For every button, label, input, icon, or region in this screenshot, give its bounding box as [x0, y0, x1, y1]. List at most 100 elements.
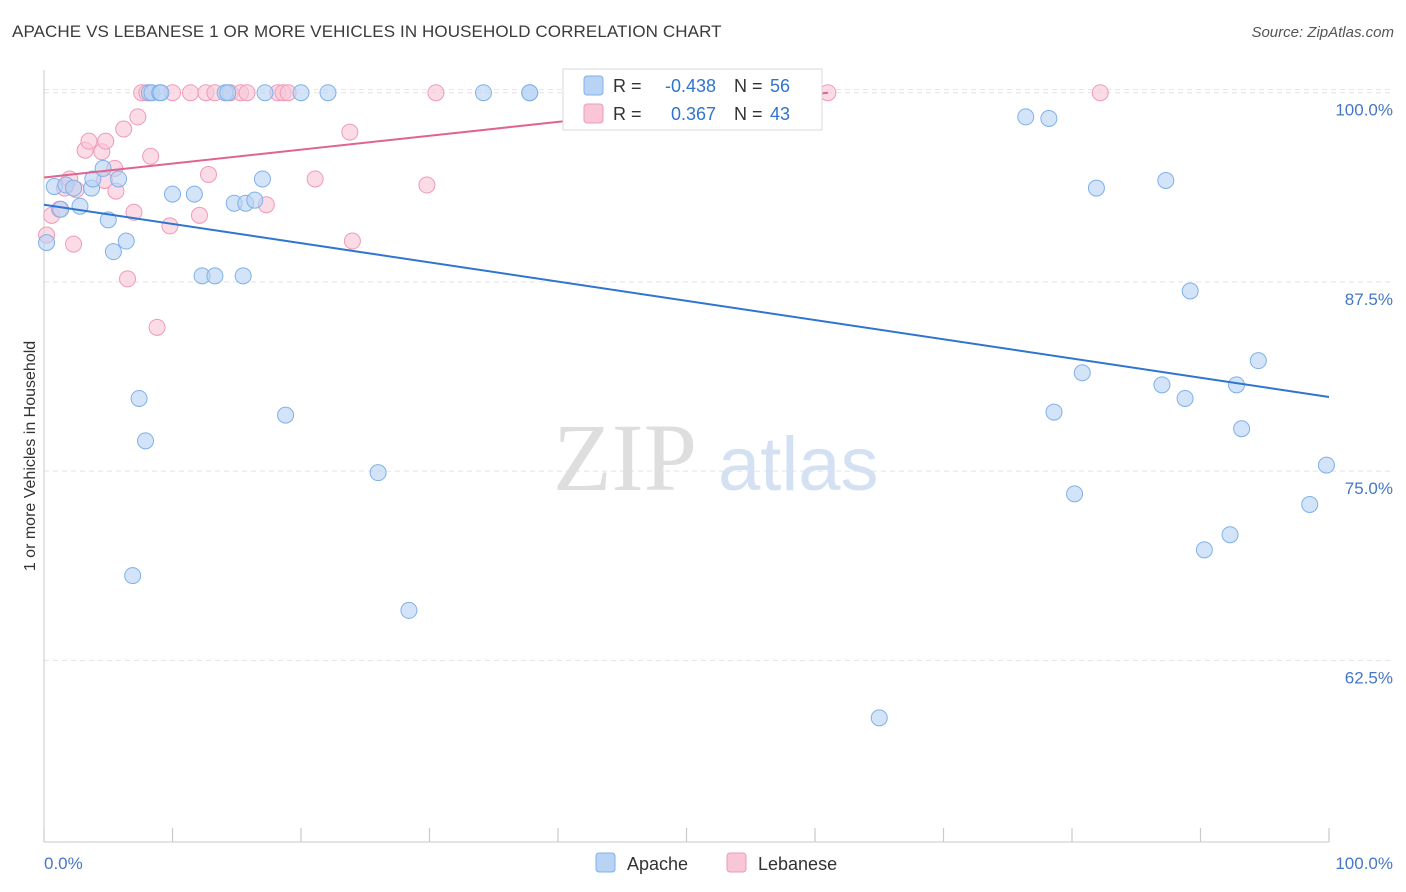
- lebanese-point: [427, 84, 445, 102]
- apache-point: [1301, 495, 1319, 513]
- apache-point: [164, 185, 181, 203]
- lebanese-point: [418, 176, 436, 194]
- legend-apache-label: Apache: [627, 854, 688, 874]
- apache-point: [1233, 420, 1251, 438]
- apache-point: [234, 267, 252, 285]
- apache-point: [1195, 541, 1213, 559]
- source-credit: Source: ZipAtlas.com: [1251, 24, 1394, 41]
- apache-point: [369, 464, 387, 482]
- lebanese-point: [129, 108, 147, 126]
- y-tick-label: 75.0%: [1345, 479, 1393, 498]
- apache-point: [1073, 364, 1091, 382]
- apache-point: [1181, 282, 1199, 300]
- lebanese-point: [238, 84, 256, 102]
- legend-lebanese-swatch: [726, 852, 747, 873]
- legend-apache-swatch: [595, 852, 616, 873]
- apache-point: [130, 389, 148, 407]
- y-axis-tick-labels: 100.0% 87.5% 75.0% 62.5%: [1335, 101, 1393, 688]
- trendlines: [43, 91, 1330, 398]
- lebanese-point: [97, 132, 115, 150]
- gridlines: [44, 89, 1394, 661]
- apache-point: [1066, 485, 1084, 503]
- apache-point: [65, 179, 83, 197]
- apache-point: [870, 709, 888, 727]
- apache-swatch: [583, 75, 604, 96]
- apache-points: [38, 84, 1335, 727]
- legend-lebanese-label: Lebanese: [758, 854, 837, 874]
- lebanese-point: [341, 123, 359, 141]
- watermark-zip: ZIP: [553, 404, 697, 511]
- apache-point: [1317, 456, 1335, 474]
- lebanese-point: [306, 170, 324, 188]
- apache-n-label: N =: [734, 76, 763, 96]
- lebanese-point: [125, 203, 143, 221]
- apache-point: [277, 406, 295, 424]
- series-legend: Apache Lebanese: [595, 852, 837, 874]
- apache-point: [1040, 109, 1058, 127]
- lebanese-point: [181, 84, 199, 102]
- x-tick-label-min: 0.0%: [44, 854, 83, 873]
- apache-point: [521, 84, 539, 102]
- lebanese-point: [142, 147, 160, 165]
- x-axis-ticks: [43, 828, 1330, 842]
- apache-point: [319, 84, 337, 102]
- apache-point: [110, 170, 128, 188]
- stats-legend-box: [562, 68, 823, 131]
- lebanese-point: [1091, 84, 1109, 102]
- apache-point: [1176, 389, 1194, 407]
- apache-point: [124, 567, 142, 585]
- apache-point: [117, 232, 135, 250]
- y-tick-label: 100.0%: [1335, 101, 1393, 120]
- lebanese-point: [199, 165, 217, 183]
- apache-point: [94, 159, 112, 177]
- lebanese-point: [190, 206, 208, 224]
- apache-point: [253, 170, 271, 188]
- apache-point: [52, 200, 70, 218]
- lebanese-point: [343, 232, 361, 250]
- apache-point: [474, 84, 492, 102]
- x-tick-label-max: 100.0%: [1335, 854, 1393, 873]
- apache-point: [185, 185, 203, 203]
- lebanese-n-label: N =: [734, 104, 763, 124]
- apache-point: [1221, 526, 1239, 544]
- lebanese-point: [65, 235, 83, 253]
- apache-point: [84, 170, 102, 188]
- apache-point: [292, 84, 310, 102]
- apache-point: [219, 84, 237, 102]
- lebanese-swatch: [583, 103, 604, 124]
- lebanese-point: [148, 318, 166, 336]
- apache-point: [137, 432, 155, 450]
- lebanese-point: [80, 132, 98, 150]
- x-axis-tick-labels: 0.0% 100.0%: [44, 854, 1393, 873]
- apache-point: [152, 84, 170, 102]
- chart-title: APACHE VS LEBANESE 1 OR MORE VEHICLES IN…: [12, 22, 722, 41]
- stats-legend: R = -0.438 N = 56 R = 0.367 N = 43: [562, 68, 823, 131]
- apache-point: [1045, 403, 1063, 421]
- watermark: ZIP atlas: [553, 404, 879, 511]
- apache-point: [1017, 108, 1035, 126]
- lebanese-point: [119, 270, 137, 288]
- apache-r-label: R =: [613, 76, 642, 96]
- y-tick-label: 87.5%: [1345, 290, 1393, 309]
- apache-point: [206, 267, 224, 285]
- lebanese-n-value: 43: [770, 104, 790, 124]
- apache-point: [104, 243, 122, 261]
- lebanese-r-value: 0.367: [671, 104, 716, 124]
- apache-point: [38, 234, 56, 252]
- apache-trendline: [43, 203, 1330, 398]
- watermark-atlas: atlas: [718, 422, 879, 507]
- apache-point: [1157, 172, 1175, 190]
- lebanese-point: [115, 120, 133, 138]
- lebanese-r-label: R =: [613, 104, 642, 124]
- y-tick-label: 62.5%: [1345, 668, 1393, 687]
- apache-point: [256, 84, 274, 102]
- apache-n-value: 56: [770, 76, 790, 96]
- lebanese-point: [161, 217, 179, 235]
- apache-point: [1087, 179, 1105, 197]
- apache-r-value: -0.438: [665, 76, 716, 96]
- apache-point: [1249, 352, 1267, 370]
- y-axis-label: 1 or more Vehicles in Household: [22, 341, 39, 571]
- apache-point: [246, 191, 264, 209]
- apache-point: [1153, 376, 1171, 394]
